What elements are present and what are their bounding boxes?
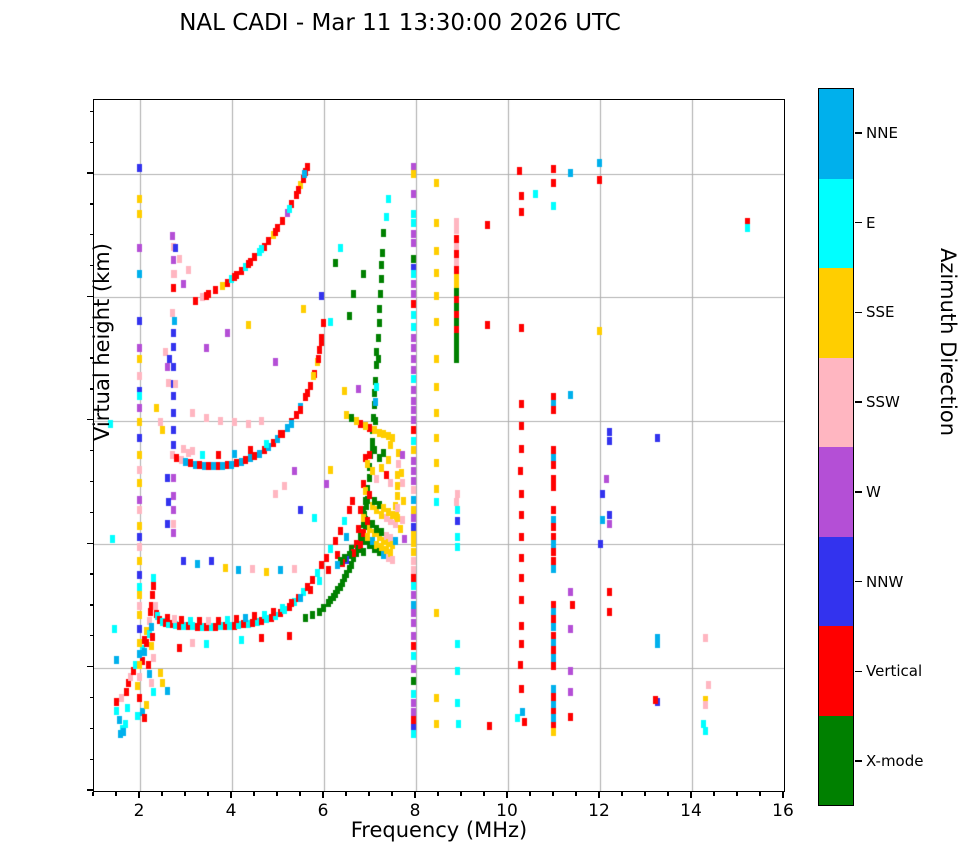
x-tick-label: 4 [225,801,237,821]
colorbar-segment-ssw[interactable] [819,357,853,447]
x-tick-minor [483,792,485,796]
x-tick-mark [414,792,416,798]
x-tick-minor [621,792,623,796]
ionogram-scatter-canvas[interactable] [94,100,784,791]
x-tick-minor [575,792,577,796]
colorbar-label-nne: NNE [866,123,898,142]
y-tick-mark [87,295,93,298]
y-tick-minor [89,635,93,637]
colorbar-segment-w[interactable] [819,447,853,537]
x-tick-minor [207,792,209,796]
y-tick-minor [89,450,93,452]
page-title: NAL CADI - Mar 11 13:30:00 2026 UTC [179,10,621,36]
colorbar-tick [855,491,862,493]
y-tick-mark [87,665,93,668]
x-tick-minor [115,792,117,796]
x-tick-label: 8 [409,801,421,821]
colorbar-segment-e[interactable] [819,178,853,268]
colorbar-label-vertical: Vertical [866,662,923,681]
x-tick-minor [644,792,646,796]
x-tick-minor [184,792,186,796]
colorbar-axis-label: Azimuth Direction [936,247,958,437]
x-tick-minor [345,792,347,796]
x-tick-minor [161,792,163,796]
x-tick-label: 2 [133,801,145,821]
y-tick-mark [87,542,93,544]
x-tick-minor [529,792,531,796]
y-tick-minor [89,264,93,267]
y-tick-minor [89,604,93,606]
colorbar-tick [855,580,862,583]
x-tick-minor [253,792,255,796]
colorbar[interactable] [818,88,854,806]
colorbar-segment-x-mode[interactable] [819,715,853,805]
x-tick-minor [368,792,370,796]
x-tick-mark [506,792,508,798]
y-tick-minor [89,388,93,390]
colorbar-segment-nnw[interactable] [819,536,853,626]
colorbar-segment-nne[interactable] [819,89,853,179]
plot-area [93,99,785,792]
colorbar-label-e: E [866,213,876,232]
x-tick-minor [667,792,669,796]
x-tick-mark [322,792,324,798]
y-axis-ticks: 02004006008001000 [0,0,93,857]
x-tick-label: 14 [680,801,702,821]
colorbar-label-x-mode: X-mode [866,752,924,771]
colorbar-segment-sse[interactable] [819,268,853,358]
y-tick-mark [87,789,93,791]
x-tick-label: 12 [588,801,610,821]
colorbar-tick [855,132,862,134]
x-tick-minor [736,792,738,796]
x-tick-minor [759,792,761,796]
x-tick-mark [138,792,140,798]
y-tick-minor [89,326,93,328]
x-tick-minor [391,792,393,796]
x-tick-mark [690,792,692,798]
x-tick-minor [713,792,715,796]
y-tick-minor [89,511,93,513]
colorbar-tick [855,311,862,314]
y-tick-minor [89,573,93,575]
y-tick-minor [89,727,93,729]
x-tick-minor [437,792,439,796]
colorbar-label-ssw: SSW [866,393,900,412]
x-tick-label: 10 [496,801,518,821]
y-tick-mark [87,172,93,174]
x-tick-label: 6 [317,801,329,821]
x-axis-label: Frequency (MHz) [350,818,528,842]
x-tick-minor [92,792,94,796]
y-tick-minor [89,480,93,483]
colorbar-segment-vertical[interactable] [819,626,853,716]
colorbar-tick [855,401,862,403]
y-tick-minor [89,758,93,760]
x-tick-mark [782,792,784,798]
colorbar-tick [855,221,862,224]
y-tick-minor [89,141,93,143]
y-tick-minor [89,357,93,359]
x-tick-minor [552,792,554,796]
x-tick-mark [230,792,232,798]
y-tick-minor [89,203,93,205]
colorbar-tick [855,760,862,762]
y-tick-mark [87,419,93,421]
colorbar-tick [855,670,862,673]
x-tick-minor [276,792,278,796]
colorbar-label-nnw: NNW [866,572,904,591]
colorbar-label-w: W [866,482,881,501]
y-tick-minor [89,234,93,236]
colorbar-label-sse: SSE [866,303,895,322]
y-axis-label: Virtual height (km) [90,243,114,441]
y-tick-minor [89,696,93,699]
y-tick-minor [89,110,93,112]
x-tick-minor [460,792,462,796]
x-tick-mark [598,792,600,798]
x-tick-minor [299,792,301,796]
x-tick-label: 16 [772,801,794,821]
